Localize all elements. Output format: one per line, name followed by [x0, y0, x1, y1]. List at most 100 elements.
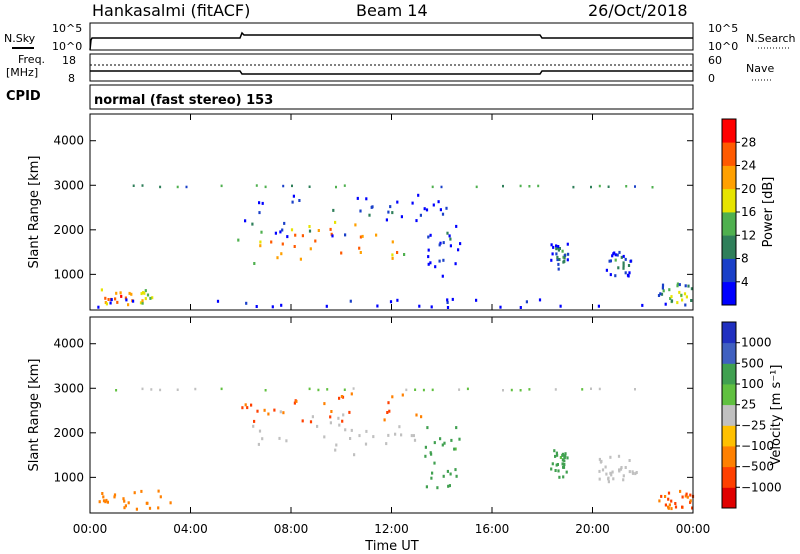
vel-cell — [372, 435, 375, 439]
power-cell — [572, 185, 575, 189]
power-cell — [616, 253, 619, 257]
power-y-label: Slant Range [km] — [27, 156, 42, 269]
power-cell — [387, 210, 390, 214]
nsky-label: N.Sky — [4, 32, 36, 45]
vel-cell — [558, 475, 561, 479]
power-cell — [519, 306, 522, 309]
nsearch-label: N.Search — [746, 32, 796, 45]
power-cell — [614, 253, 617, 257]
freq-trace — [90, 70, 693, 75]
vel-cell — [386, 411, 389, 414]
power-cell — [563, 256, 566, 260]
vel-cell — [358, 434, 361, 438]
vel-cell — [387, 401, 390, 405]
vel-cell — [554, 469, 557, 472]
power-cell — [245, 301, 248, 305]
nsky-tick-top: 10^5 — [52, 22, 82, 35]
power-cell — [431, 185, 434, 189]
vel-cell — [308, 387, 311, 391]
velocity-colorbar: 1000 500 100 25 −25 −100 −500 −1000 — [721, 321, 782, 509]
vel-cell — [689, 500, 692, 504]
power-cell — [330, 232, 333, 236]
vel-cell — [612, 477, 615, 481]
power-cell — [563, 254, 566, 258]
power-cell — [185, 185, 188, 189]
vel-cell — [611, 470, 614, 474]
vel-cell — [450, 438, 453, 442]
power-cell — [281, 242, 284, 246]
vel-cell — [415, 413, 418, 417]
y-tick-label: 3000 — [53, 381, 84, 395]
vel-cell — [424, 445, 427, 449]
vel-cell — [394, 432, 397, 436]
power-cell — [141, 301, 144, 305]
vel-cell — [458, 437, 461, 441]
vel-cell — [598, 457, 601, 461]
colorbar-segment — [722, 342, 736, 364]
power-cell — [356, 196, 359, 200]
power-cell — [127, 303, 130, 307]
vel-cell — [635, 471, 638, 474]
power-cell — [396, 251, 399, 254]
colorbar-segment — [722, 322, 736, 344]
vel-cell — [455, 426, 458, 430]
power-cell — [499, 305, 502, 309]
vel-cell — [106, 500, 109, 504]
vel-cell — [278, 436, 281, 440]
x-tick-label: 12:00 — [374, 522, 409, 536]
power-cell — [446, 298, 449, 302]
vel-cell — [135, 507, 138, 511]
vel-cell — [301, 419, 304, 423]
power-cell — [475, 185, 478, 189]
power-cell — [292, 194, 295, 198]
power-cell — [614, 274, 617, 278]
power-cell — [334, 220, 337, 224]
vel-cell — [510, 388, 513, 392]
vel-cell — [140, 489, 143, 493]
power-cell — [283, 221, 286, 225]
power-cell — [299, 257, 302, 261]
colorbar-segment — [722, 466, 736, 488]
vel-cell — [113, 495, 116, 499]
power-cell — [343, 184, 346, 187]
vel-cell — [122, 497, 125, 501]
velocity-plot-area — [90, 317, 693, 513]
vel-cell — [555, 451, 558, 455]
y-tick-label: 4000 — [53, 134, 84, 148]
power-cell — [417, 193, 420, 197]
power-cell — [567, 252, 570, 256]
vel-cell — [564, 454, 567, 458]
vel-cell — [563, 463, 566, 466]
power-cell — [557, 245, 560, 248]
vel-cell — [323, 402, 326, 406]
power-cell — [684, 284, 687, 288]
colorbar-tick-label: −1000 — [741, 480, 782, 494]
power-cell — [308, 229, 312, 233]
vel-cell — [387, 433, 390, 437]
vel-cell — [342, 413, 345, 417]
vel-cell — [246, 406, 249, 410]
power-cell — [104, 296, 107, 300]
power-cell — [141, 184, 144, 187]
power-cell — [459, 242, 462, 246]
vel-cell — [685, 492, 688, 496]
vel-cell — [101, 492, 104, 495]
vel-cell — [607, 477, 610, 481]
vel-cell — [581, 388, 584, 391]
power-cell — [140, 292, 143, 296]
power-cell — [438, 259, 441, 263]
colorbar-segment — [722, 188, 736, 213]
vel-cell — [422, 388, 425, 392]
vel-cell — [674, 505, 678, 509]
power-cell — [142, 291, 145, 295]
vel-cell — [157, 489, 160, 493]
vel-cell — [279, 410, 282, 414]
power-cell — [597, 304, 600, 308]
power-cell — [626, 273, 630, 277]
vel-cell — [157, 506, 160, 510]
power-cell — [220, 184, 223, 188]
power-cell — [359, 251, 362, 254]
power-cell — [391, 240, 394, 244]
vel-cell — [439, 437, 442, 441]
power-cell — [455, 224, 458, 228]
